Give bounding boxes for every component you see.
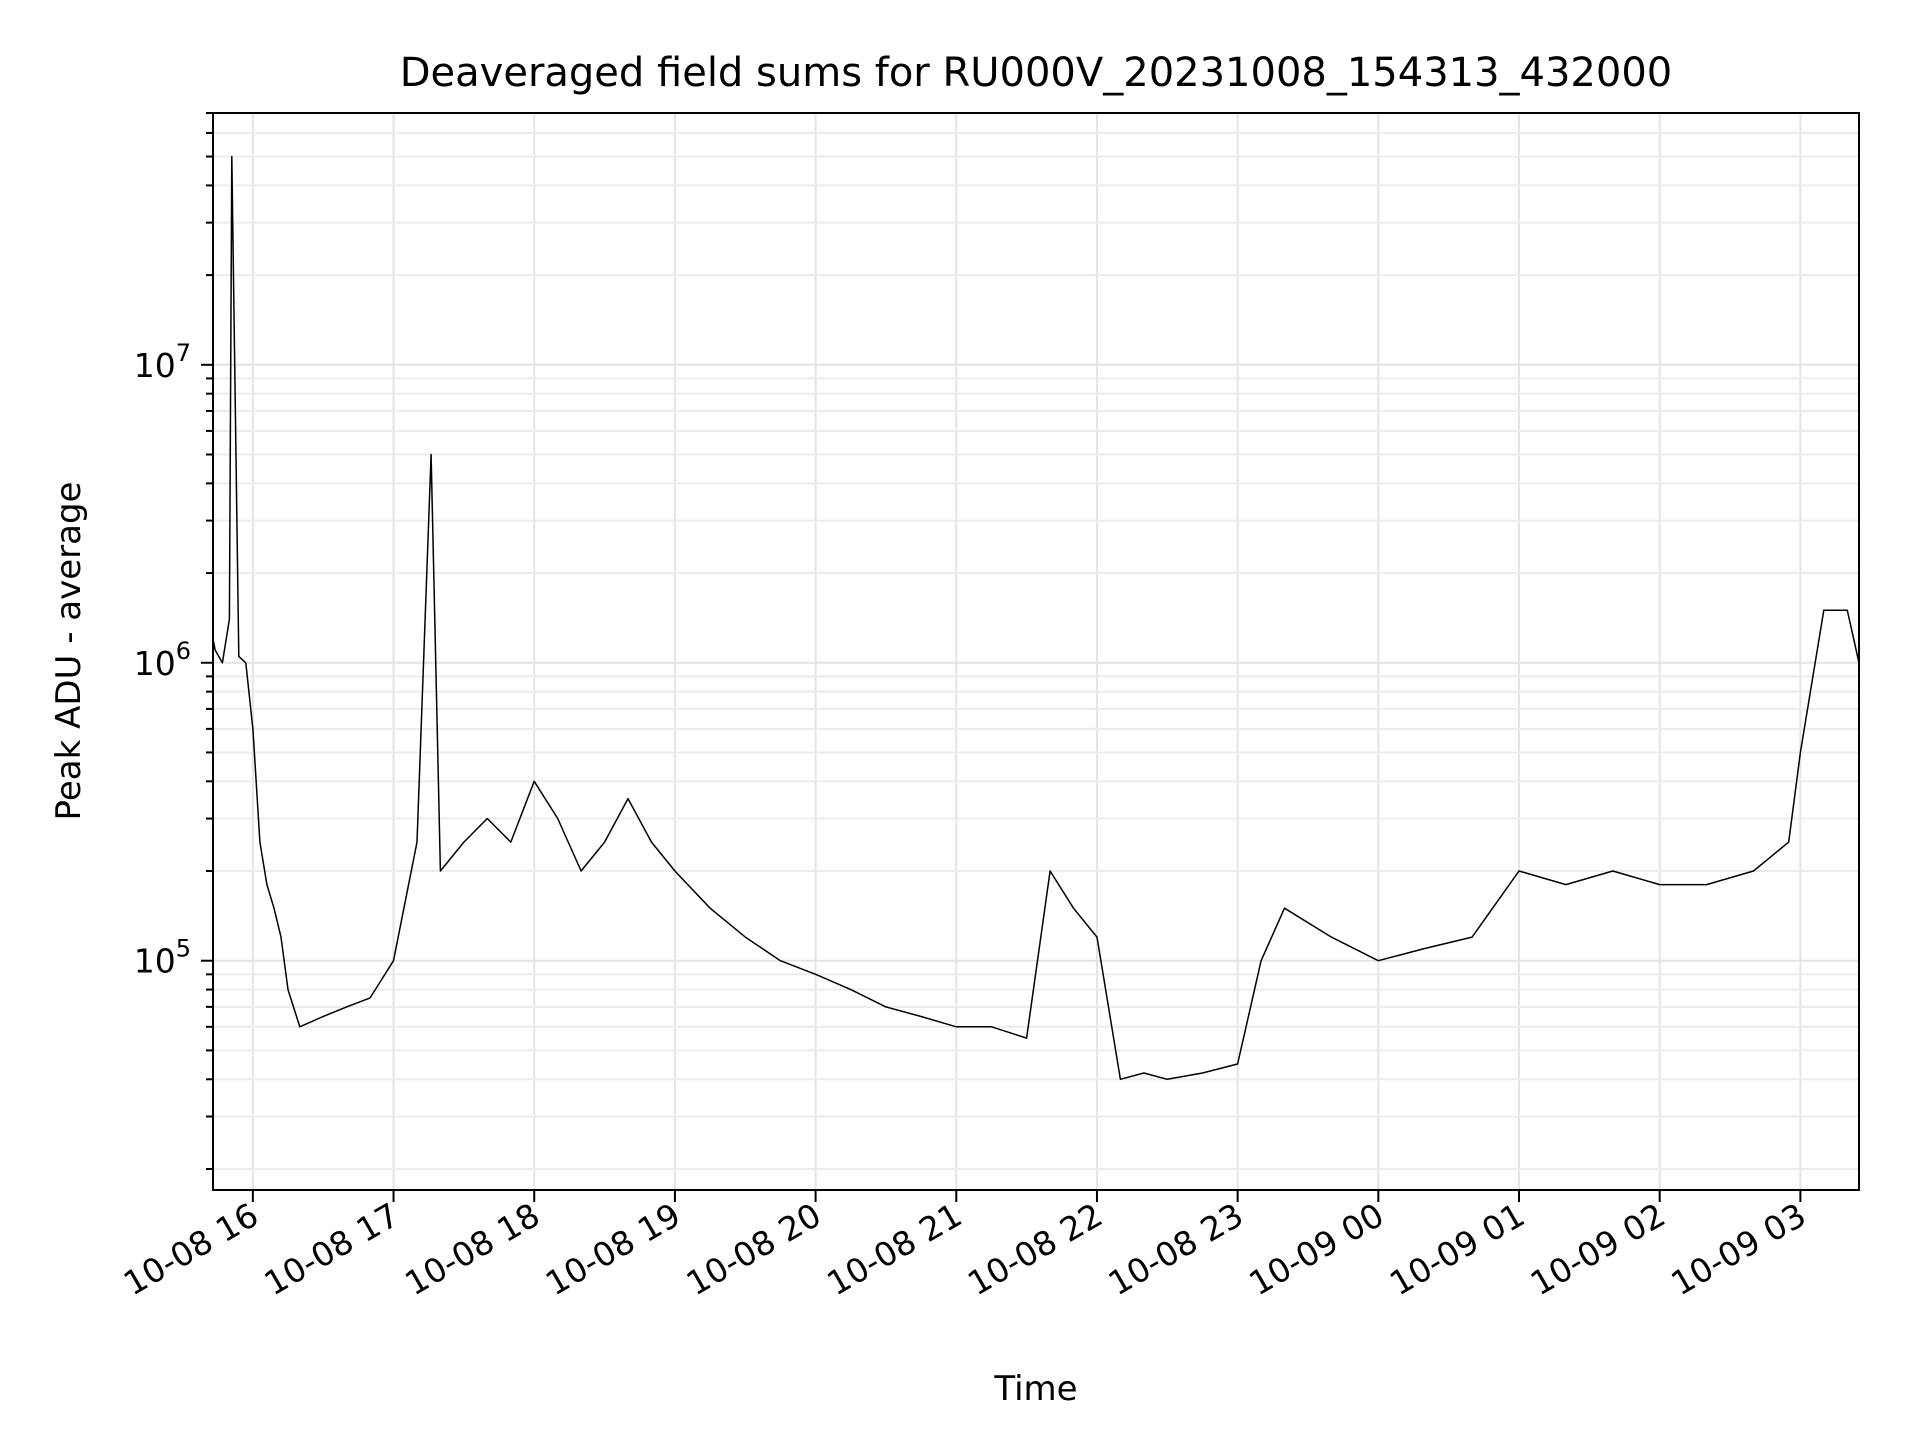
- y-tick-label: 106: [134, 637, 191, 683]
- series-layer: [212, 155, 1860, 1081]
- y-tick-label: 105: [134, 935, 191, 981]
- x-tick-label: 10-08 22: [961, 1195, 1109, 1303]
- x-tick-label: 10-09 00: [1242, 1195, 1390, 1303]
- x-axis-label: Time: [993, 1369, 1077, 1409]
- x-tick-label: 10-08 16: [117, 1195, 265, 1303]
- x-tick-label: 10-08 18: [398, 1195, 546, 1303]
- y-ticks: 105 106 107: [134, 112, 213, 1170]
- y-tick-label: 107: [134, 339, 191, 385]
- x-tick-label: 10-08 17: [258, 1195, 406, 1303]
- x-tick-label: 10-08 21: [820, 1195, 968, 1303]
- plot-frame: [212, 112, 1860, 1191]
- x-tick-label: 10-08 20: [680, 1195, 828, 1303]
- x-tick-label: 10-08 23: [1102, 1195, 1250, 1303]
- x-tick-label: 10-09 01: [1383, 1195, 1531, 1303]
- grid: [213, 112, 1859, 1190]
- chart-title: Deaveraged field sums for RU000V_2023100…: [400, 50, 1672, 96]
- series-line: [212, 155, 1860, 1081]
- x-tick-label: 10-08 19: [539, 1195, 687, 1303]
- y-axis-label: Peak ADU - average: [49, 482, 89, 821]
- x-tick-label: 10-09 02: [1524, 1195, 1672, 1303]
- x-tick-label: 10-09 03: [1664, 1195, 1812, 1303]
